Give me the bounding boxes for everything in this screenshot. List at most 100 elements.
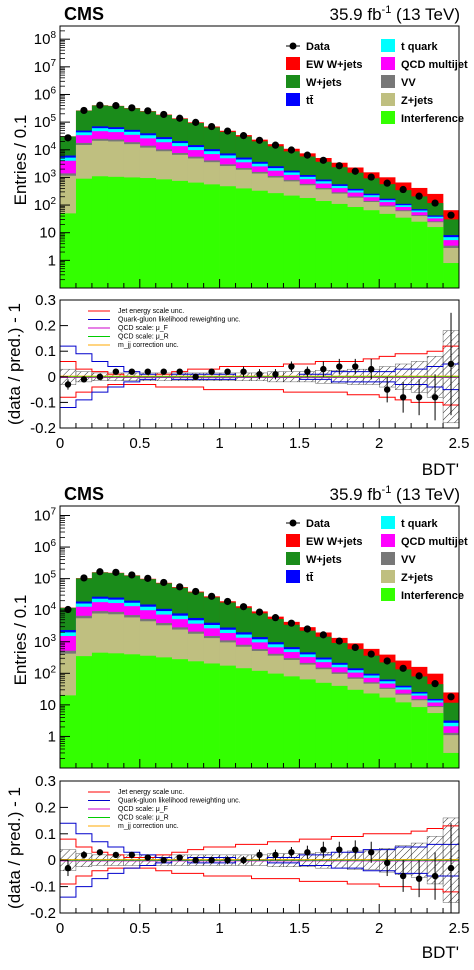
- ratio-y-tick-label: -0.2: [30, 420, 56, 437]
- data-point: [223, 597, 232, 606]
- x-tick-label: 0: [56, 435, 64, 452]
- ratio-point: [112, 368, 120, 375]
- ratio-point: [368, 365, 375, 373]
- legend-swatch: [381, 57, 395, 70]
- legend-label: t quark: [401, 41, 439, 53]
- main-plot-bottom-frame: [59, 505, 460, 769]
- y-tick-label: 103: [34, 633, 57, 651]
- data-point: [192, 587, 200, 596]
- legend-label: tt̄: [306, 95, 314, 107]
- data-point: [319, 631, 327, 639]
- ratio-y-tick-label: -0.2: [30, 905, 56, 922]
- x-tick-label: 2.5: [449, 920, 470, 937]
- data-point: [447, 693, 455, 701]
- ratio-point: [224, 857, 231, 864]
- stack-bar-interference: [347, 207, 364, 288]
- ratio-y-tick-label: 0.3: [35, 292, 56, 309]
- ratio-point: [256, 371, 263, 378]
- stack-bar-interference: [235, 668, 252, 768]
- legend-bottom: Data EW W+jets W+jets tt̄ t quark QCD multije…: [286, 516, 468, 602]
- legend-label: Interference: [401, 590, 464, 602]
- ratio-point: [272, 851, 279, 859]
- y-tick-label: 10: [39, 225, 56, 242]
- data-point: [287, 146, 296, 154]
- data-point: [80, 106, 88, 115]
- stack-bar-interference: [315, 201, 332, 288]
- data-point: [144, 574, 152, 582]
- data-point: [255, 608, 264, 616]
- main-plot-top: [60, 101, 460, 289]
- ratio-point: [128, 368, 136, 375]
- ratio-point: [80, 851, 88, 859]
- ratio-point: [336, 846, 343, 853]
- stack-bar-interference: [91, 176, 109, 288]
- main-ylabel-top: Entries / 0.1: [11, 115, 30, 206]
- stack-bar-interference: [267, 673, 284, 768]
- legend-label: Z+jets: [401, 572, 433, 584]
- ratio-point: [431, 872, 439, 880]
- data-point: [176, 114, 184, 122]
- ratio-ylabel-top: (data / pred.) - 1: [5, 303, 24, 425]
- legend-label: t quark: [401, 518, 439, 530]
- stack-bar-interference: [171, 659, 188, 768]
- legend-label: QCD multijet: [401, 59, 468, 71]
- data-point: [319, 156, 327, 164]
- x-tick-label: 1: [215, 435, 223, 452]
- ratio-legend-label: m_jj correction unc.: [118, 823, 179, 830]
- stack-bar-interference: [363, 210, 380, 288]
- xlabel-bottom: BDT': [422, 943, 459, 962]
- stack-bar-interference: [395, 217, 412, 288]
- x-tick-label: 2: [375, 435, 383, 452]
- syst-line-jes-up: [60, 825, 459, 859]
- data-point: [271, 141, 280, 149]
- xlabel-top: BDT': [422, 460, 459, 479]
- legend-label: EW W+jets: [306, 59, 363, 71]
- ratio-legend-label: Quark-gluon likelihood reweighting unc.: [118, 317, 241, 324]
- ratio-ylabel-bottom: (data / pred.) - 1: [5, 787, 24, 909]
- ratio-point: [64, 381, 72, 388]
- data-point: [287, 619, 296, 627]
- ratio-y-tick-label: -0.1: [30, 879, 56, 896]
- data-point: [383, 179, 391, 187]
- main-ylabel-bottom: Entries / 0.1: [11, 595, 30, 686]
- legend-swatch: [286, 75, 300, 88]
- data-point: [303, 625, 311, 633]
- data-point: [144, 107, 152, 115]
- ratio-point: [320, 365, 327, 373]
- stack-bar-interference: [411, 221, 428, 288]
- data-point: [255, 136, 264, 144]
- legend-label: W+jets: [306, 77, 342, 89]
- cms-label-top: CMS: [64, 4, 104, 24]
- stack-bar-interference: [299, 679, 316, 768]
- stack-bar-interference: [283, 195, 300, 288]
- syst-line-jes-up: [60, 345, 459, 378]
- stack-bar-interference: [283, 676, 300, 768]
- stack-bar-interference: [155, 657, 173, 768]
- data-point: [415, 672, 423, 680]
- stack-bar-interference: [395, 702, 412, 768]
- legend-swatch: [286, 570, 300, 583]
- ratio-point: [176, 368, 183, 375]
- data-point: [303, 151, 311, 159]
- legend-label: VV: [401, 77, 416, 89]
- ratio-point: [352, 846, 359, 853]
- energy-value: (13 TeV): [396, 5, 460, 24]
- ratio-point: [192, 857, 199, 864]
- ratio-legend-bottom: Jet energy scale unc. Quark-gluon likelih…: [88, 789, 241, 830]
- ratio-plot-bottom-axes: 0.30.20.10-0.1-0.20 0.5 1 1.5 2 2.5: [30, 773, 469, 937]
- data-point: [431, 199, 439, 207]
- data-point: [64, 134, 72, 142]
- x-tick-label: 0: [56, 920, 64, 937]
- x-tick-label: 1.5: [289, 435, 310, 452]
- ratio-point: [176, 854, 183, 861]
- y-tick-label: 107: [34, 58, 57, 76]
- data-point: [415, 192, 423, 200]
- ratio-y-tick-label: 0.2: [35, 799, 56, 816]
- legend-label: Data: [306, 41, 331, 53]
- data-point: [239, 132, 248, 140]
- syst-line-jes-down: [60, 383, 459, 406]
- ratio-y-tick-label: 0.2: [35, 318, 56, 335]
- ratio-point: [240, 857, 247, 864]
- x-tick-label: 2: [375, 920, 383, 937]
- data-point: [399, 185, 407, 194]
